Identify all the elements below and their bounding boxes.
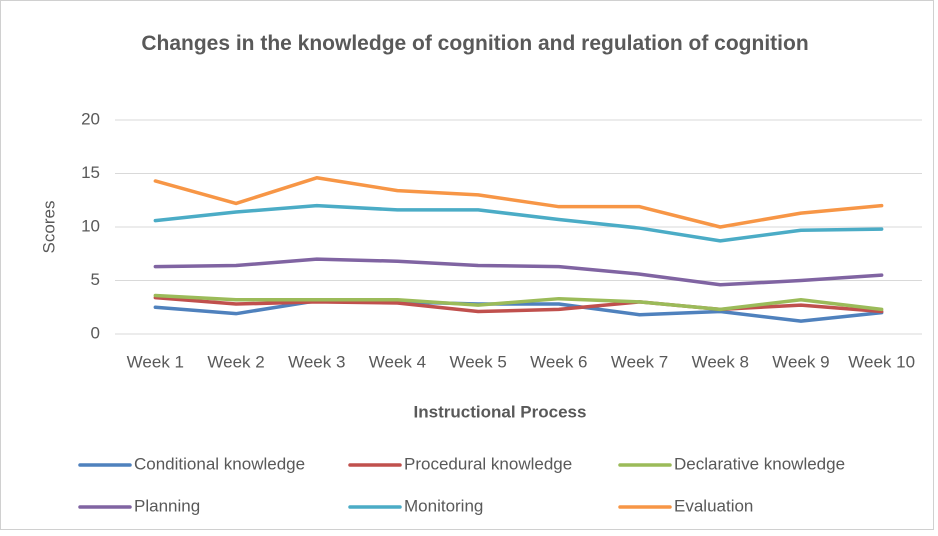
series-line <box>153 293 884 312</box>
legend-label: Monitoring <box>404 496 483 515</box>
legend-label: Declarative knowledge <box>674 454 845 473</box>
legend-label: Conditional knowledge <box>134 454 305 473</box>
x-axis-title: Instructional Process <box>414 402 587 421</box>
series-line <box>153 295 884 314</box>
legend-label: Planning <box>134 496 200 515</box>
legend-label: Evaluation <box>674 496 753 515</box>
x-tick-label: Week 3 <box>288 352 345 371</box>
x-tick-label: Week 4 <box>369 352 426 371</box>
y-tick-label: 20 <box>81 109 100 128</box>
y-tick-label: 10 <box>81 216 100 235</box>
series-line <box>153 203 884 243</box>
chart-title: Changes in the knowledge of cognition an… <box>141 32 809 55</box>
y-tick-label: 5 <box>91 270 100 289</box>
y-tick-label: 15 <box>81 163 100 182</box>
series-line <box>153 299 884 323</box>
legend-label: Procedural knowledge <box>404 454 572 473</box>
x-tick-label: Week 1 <box>127 352 184 371</box>
y-tick-label: 0 <box>91 323 100 342</box>
series-line <box>153 257 884 287</box>
x-tick-label: Week 5 <box>449 352 506 371</box>
series-line <box>153 176 884 229</box>
x-tick-label: Week 2 <box>207 352 264 371</box>
x-tick-label: Week 10 <box>848 352 915 371</box>
x-tick-label: Week 9 <box>772 352 829 371</box>
x-tick-label: Week 8 <box>692 352 749 371</box>
y-axis-title: Scores <box>39 201 58 254</box>
x-tick-label: Week 6 <box>530 352 587 371</box>
x-tick-label: Week 7 <box>611 352 668 371</box>
